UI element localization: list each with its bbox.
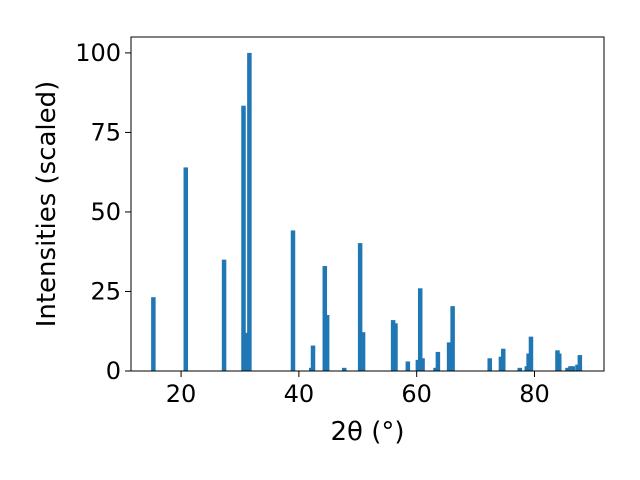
bar-5	[247, 52, 252, 372]
bar-19	[420, 358, 425, 371]
x-tick-label: 40	[284, 380, 315, 408]
bar-36	[575, 364, 580, 371]
x-axis-ticks: 20 40 60 80	[166, 371, 550, 408]
bar-26	[501, 348, 506, 371]
plot-frame	[130, 36, 605, 372]
bar-25	[498, 356, 504, 371]
bar-32	[556, 353, 562, 371]
y-axis-label: Intensities (scaled)	[32, 81, 62, 328]
bar-22	[446, 342, 452, 371]
x-tick-label: 20	[166, 380, 197, 408]
bar-37	[577, 355, 583, 371]
bar-33	[565, 367, 570, 371]
y-tick-label: 75	[90, 118, 121, 146]
bar-21	[435, 351, 441, 371]
bar-13	[360, 332, 366, 371]
bar-29	[526, 353, 531, 371]
bar-11	[341, 367, 347, 371]
bar-27	[517, 367, 523, 371]
bar-9	[322, 266, 328, 371]
bar-20	[433, 367, 438, 371]
bar-4	[243, 332, 249, 371]
bar-2	[221, 259, 227, 371]
x-axis-label: 2θ (°)	[330, 417, 404, 447]
bar-6	[290, 230, 296, 371]
x-tick-label: 80	[519, 380, 550, 408]
bar-15	[393, 323, 398, 371]
bar-1	[183, 167, 189, 371]
bar-34	[568, 366, 573, 371]
bar-18	[417, 288, 423, 371]
bar-24	[487, 358, 492, 371]
y-tick-label: 0	[106, 357, 121, 385]
bar-30	[528, 336, 534, 371]
y-tick-label: 25	[90, 277, 121, 305]
bar-3	[241, 105, 246, 372]
bar-0	[151, 297, 156, 371]
bar-17	[415, 359, 421, 371]
bar-8	[310, 345, 316, 371]
x-tick-label: 60	[401, 380, 432, 408]
bar-12	[357, 243, 363, 371]
bar-14	[390, 320, 396, 371]
bar-23	[450, 306, 455, 371]
bar-10	[324, 315, 330, 371]
bar-35	[570, 366, 576, 371]
bars-group	[151, 52, 583, 372]
y-tick-label: 100	[75, 39, 121, 67]
y-tick-label: 50	[90, 198, 121, 226]
y-axis-ticks: 0 25 50 75 100	[75, 39, 131, 385]
bar-16	[405, 361, 411, 371]
